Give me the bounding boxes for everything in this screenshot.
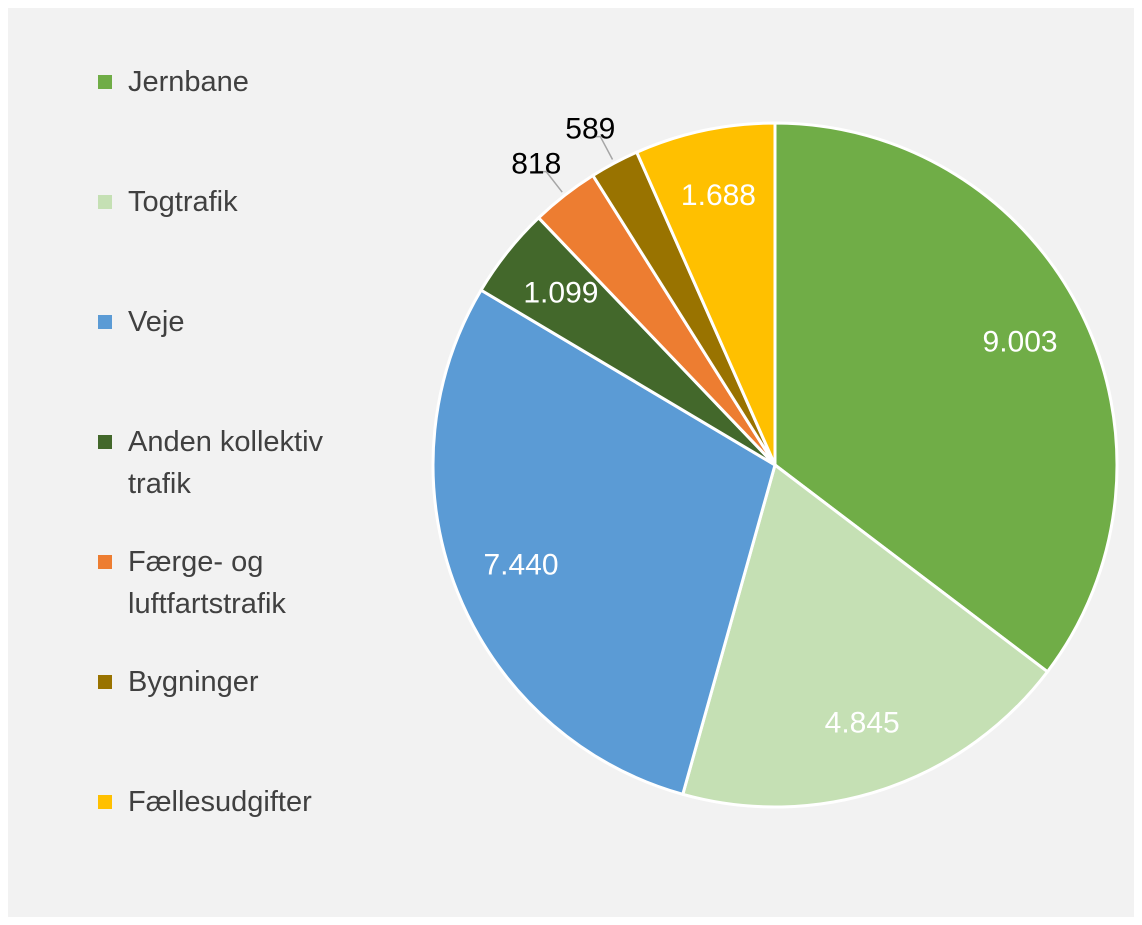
legend-label: Veje: [128, 306, 185, 338]
legend-swatch: [98, 75, 112, 89]
pie-slice: [634, 121, 777, 466]
legend-swatch: [98, 435, 112, 449]
data-label: 7.440: [483, 549, 558, 582]
legend-item: Bygninger: [98, 661, 368, 703]
legend-item: Veje: [98, 301, 368, 343]
chart-area: 9.003 4.845 7.440 1.099 818 589 1.688 Jernbane…: [8, 8, 1134, 917]
legend-item: Jernbane: [98, 61, 368, 103]
legend-label: Togtrafik: [128, 186, 238, 218]
pie-slice: [431, 288, 777, 797]
data-label: 1.688: [681, 179, 756, 212]
data-label: 1.099: [523, 277, 598, 310]
pie-slice: [680, 462, 1050, 809]
data-label: 9.003: [983, 325, 1058, 358]
data-label: 589: [565, 112, 615, 145]
legend-swatch: [98, 315, 112, 329]
legend-item: Færge- og luftfartstrafik: [98, 541, 368, 625]
legend-label: Jernbane: [128, 66, 249, 98]
legend-label: Færge- og luftfartstrafik: [128, 546, 286, 620]
legend-label: Anden kollektiv trafik: [128, 426, 324, 500]
legend-label: Fællesudgifter: [128, 786, 312, 818]
legend-swatch: [98, 675, 112, 689]
legend-item: Togtrafik: [98, 181, 368, 223]
leader-line: [592, 135, 614, 160]
data-label: 4.845: [825, 706, 900, 739]
leader-line: [538, 170, 563, 193]
legend-swatch: [98, 195, 112, 209]
legend-swatch: [98, 795, 112, 809]
pie-slice: [773, 121, 1119, 674]
legend-swatch: [98, 555, 112, 569]
legend-item: Fællesudgifter: [98, 781, 368, 823]
legend-label: Bygninger: [128, 666, 259, 698]
legend-item: Anden kollektiv trafik: [98, 421, 368, 505]
data-label: 818: [511, 148, 561, 181]
